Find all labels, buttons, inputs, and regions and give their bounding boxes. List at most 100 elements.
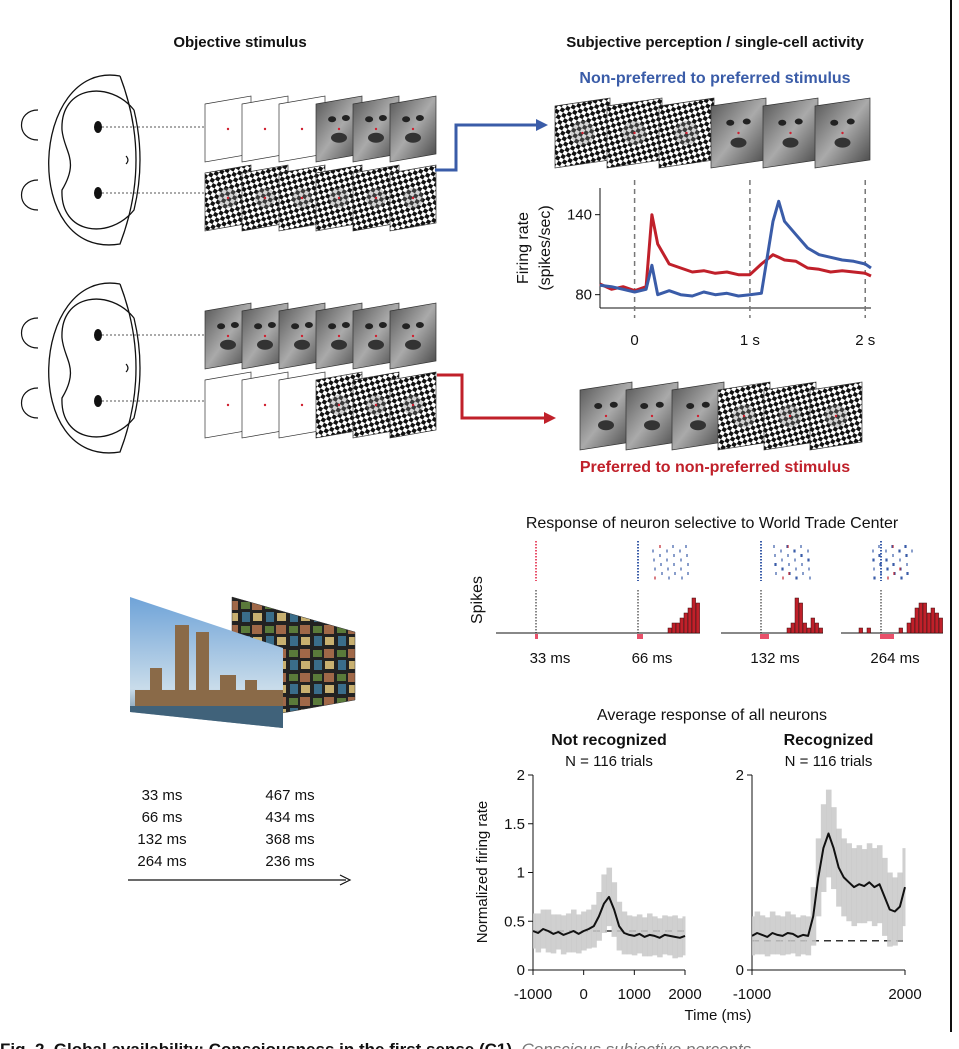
fixation-dot — [300, 334, 304, 338]
face-eye — [846, 118, 855, 125]
face-mouth — [294, 339, 310, 350]
face-mouth — [598, 420, 614, 431]
fixation-dot — [226, 127, 230, 131]
hist-bar — [866, 627, 871, 634]
hist-bar — [926, 612, 931, 634]
hist-bar — [814, 622, 819, 634]
fixation-dot — [737, 131, 740, 135]
y-tick-label: 80 — [575, 287, 592, 304]
hist-bar — [898, 627, 903, 634]
fixation-dot — [374, 403, 378, 407]
hist-bar — [914, 607, 919, 634]
face-eye — [365, 323, 374, 330]
fixation-dot — [337, 334, 341, 338]
top-label: Non-preferred to preferred stimulus — [579, 70, 850, 87]
stimulus-marker — [760, 634, 769, 639]
face-eye — [378, 322, 387, 329]
y-tick-label: 0 — [736, 962, 744, 979]
y-tick-label: 0.5 — [504, 913, 525, 930]
stimulus-time: 33 ms — [142, 787, 183, 804]
stimulus-marker — [880, 634, 894, 639]
face-mouth — [331, 339, 347, 350]
fixation-dot — [742, 414, 746, 418]
caption-title: Fig. 2. Global availability: Consciousne… — [0, 1040, 517, 1049]
fixation-dot — [263, 334, 267, 338]
hist-bar — [810, 617, 815, 634]
face-eye — [304, 322, 313, 329]
left-header: Objective stimulus — [173, 34, 306, 51]
wtc-title: Response of neuron selective to World Tr… — [526, 515, 899, 532]
average-x-label: Time (ms) — [685, 1007, 752, 1024]
hist-bar — [930, 607, 935, 634]
face-eye — [217, 323, 226, 330]
stimulus-time: 368 ms — [265, 831, 314, 848]
face-mouth — [690, 420, 706, 431]
fixation-dot — [263, 403, 267, 407]
face-eye — [778, 119, 787, 126]
y-tick-label: 2 — [736, 767, 744, 784]
average-y-label: Normalized firing rate — [474, 801, 491, 944]
chart-subtitle: N = 116 trials — [565, 753, 653, 770]
fixation-dot — [834, 414, 838, 418]
face-eye — [341, 115, 350, 122]
fixation-dot — [841, 131, 844, 135]
face-eye — [701, 401, 710, 408]
y-tick-label: 1 — [517, 865, 525, 882]
monkey-ear — [21, 387, 39, 419]
monkey-ear — [21, 317, 39, 349]
x-tick-label: -1000 — [514, 986, 552, 1003]
hist-bar — [691, 597, 696, 634]
hist-bar — [858, 627, 863, 634]
fixation-dot — [226, 334, 230, 338]
arrow-head — [544, 412, 556, 424]
stimulus-time: 264 ms — [137, 853, 186, 870]
face-mouth — [644, 420, 660, 431]
face-eye — [267, 322, 276, 329]
hist-bar — [818, 627, 823, 634]
x-tick-label: 0 — [579, 986, 587, 1003]
face-eye — [328, 116, 337, 123]
fixation-dot — [581, 131, 584, 135]
wtc-y-label: Spikes — [469, 576, 486, 624]
fixation-dot — [374, 196, 378, 200]
x-tick-label: 2000 — [888, 986, 921, 1003]
fixation-dot — [300, 127, 304, 131]
monkey-eye — [94, 187, 102, 199]
fixation-dot — [685, 131, 688, 135]
hist-bar — [934, 612, 939, 634]
face-eye — [378, 115, 387, 122]
monkey-ear — [21, 179, 39, 211]
face-mouth — [834, 137, 851, 148]
data-line — [599, 199, 872, 298]
fixation-dot — [788, 414, 792, 418]
face-eye — [415, 322, 424, 329]
face-eye — [402, 323, 411, 330]
hist-bar — [786, 627, 791, 634]
face-eye — [341, 322, 350, 329]
x-tick-label: 1 s — [740, 332, 760, 349]
face-eye — [794, 118, 803, 125]
face-mouth — [368, 132, 384, 143]
monkey-eye — [94, 121, 102, 133]
x-tick-label: 0 — [630, 332, 638, 349]
fixation-dot — [604, 414, 608, 418]
wtc-building — [135, 690, 283, 710]
y-tick-label: 140 — [567, 207, 592, 224]
fixation-dot — [374, 127, 378, 131]
fixation-dot — [789, 131, 792, 135]
wtc-building — [196, 632, 209, 707]
fixation-dot — [337, 403, 341, 407]
hist-bar — [938, 617, 943, 634]
face-mouth — [220, 339, 236, 350]
x-tick-label: -1000 — [733, 986, 771, 1003]
face-eye — [726, 119, 735, 126]
y-axis-label: (spikes/sec) — [537, 205, 554, 290]
caption-text: Conscious subjective percepts — [517, 1040, 752, 1049]
wtc-building — [175, 625, 189, 705]
fixation-dot — [337, 127, 341, 131]
face-mouth — [405, 339, 421, 350]
face-eye — [230, 322, 239, 329]
arrow — [437, 373, 546, 420]
fixation-dot — [411, 403, 415, 407]
